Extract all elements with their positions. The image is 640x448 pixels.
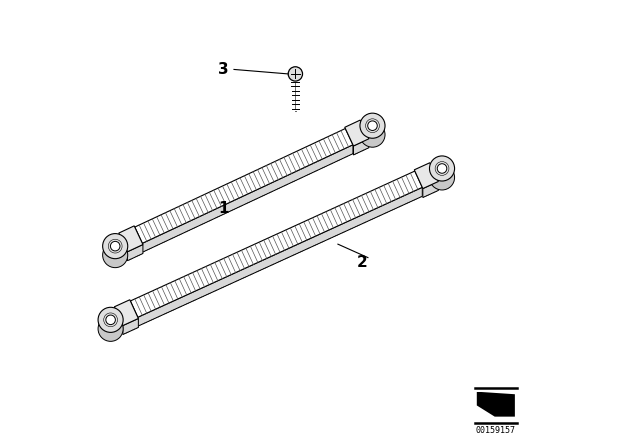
Circle shape	[102, 242, 128, 267]
Polygon shape	[131, 171, 422, 317]
Text: 3: 3	[218, 62, 229, 77]
Polygon shape	[135, 129, 353, 243]
Polygon shape	[414, 163, 438, 189]
Polygon shape	[138, 187, 422, 326]
Circle shape	[106, 315, 115, 325]
Text: 00159157: 00159157	[476, 426, 516, 435]
Circle shape	[102, 233, 128, 258]
Circle shape	[360, 122, 385, 147]
Circle shape	[360, 113, 385, 138]
Circle shape	[429, 165, 454, 190]
Circle shape	[98, 316, 123, 341]
Text: 1: 1	[218, 201, 229, 216]
Circle shape	[429, 156, 454, 181]
Polygon shape	[123, 319, 138, 335]
Polygon shape	[353, 139, 369, 155]
Polygon shape	[423, 181, 438, 198]
Polygon shape	[345, 120, 369, 146]
Polygon shape	[477, 392, 515, 417]
Circle shape	[368, 121, 377, 130]
Polygon shape	[119, 226, 143, 252]
Polygon shape	[127, 245, 143, 261]
Polygon shape	[115, 300, 138, 326]
Polygon shape	[142, 145, 353, 252]
Circle shape	[437, 164, 447, 173]
Circle shape	[111, 241, 120, 251]
Circle shape	[98, 307, 123, 332]
Circle shape	[288, 67, 303, 81]
Text: 2: 2	[357, 254, 368, 270]
